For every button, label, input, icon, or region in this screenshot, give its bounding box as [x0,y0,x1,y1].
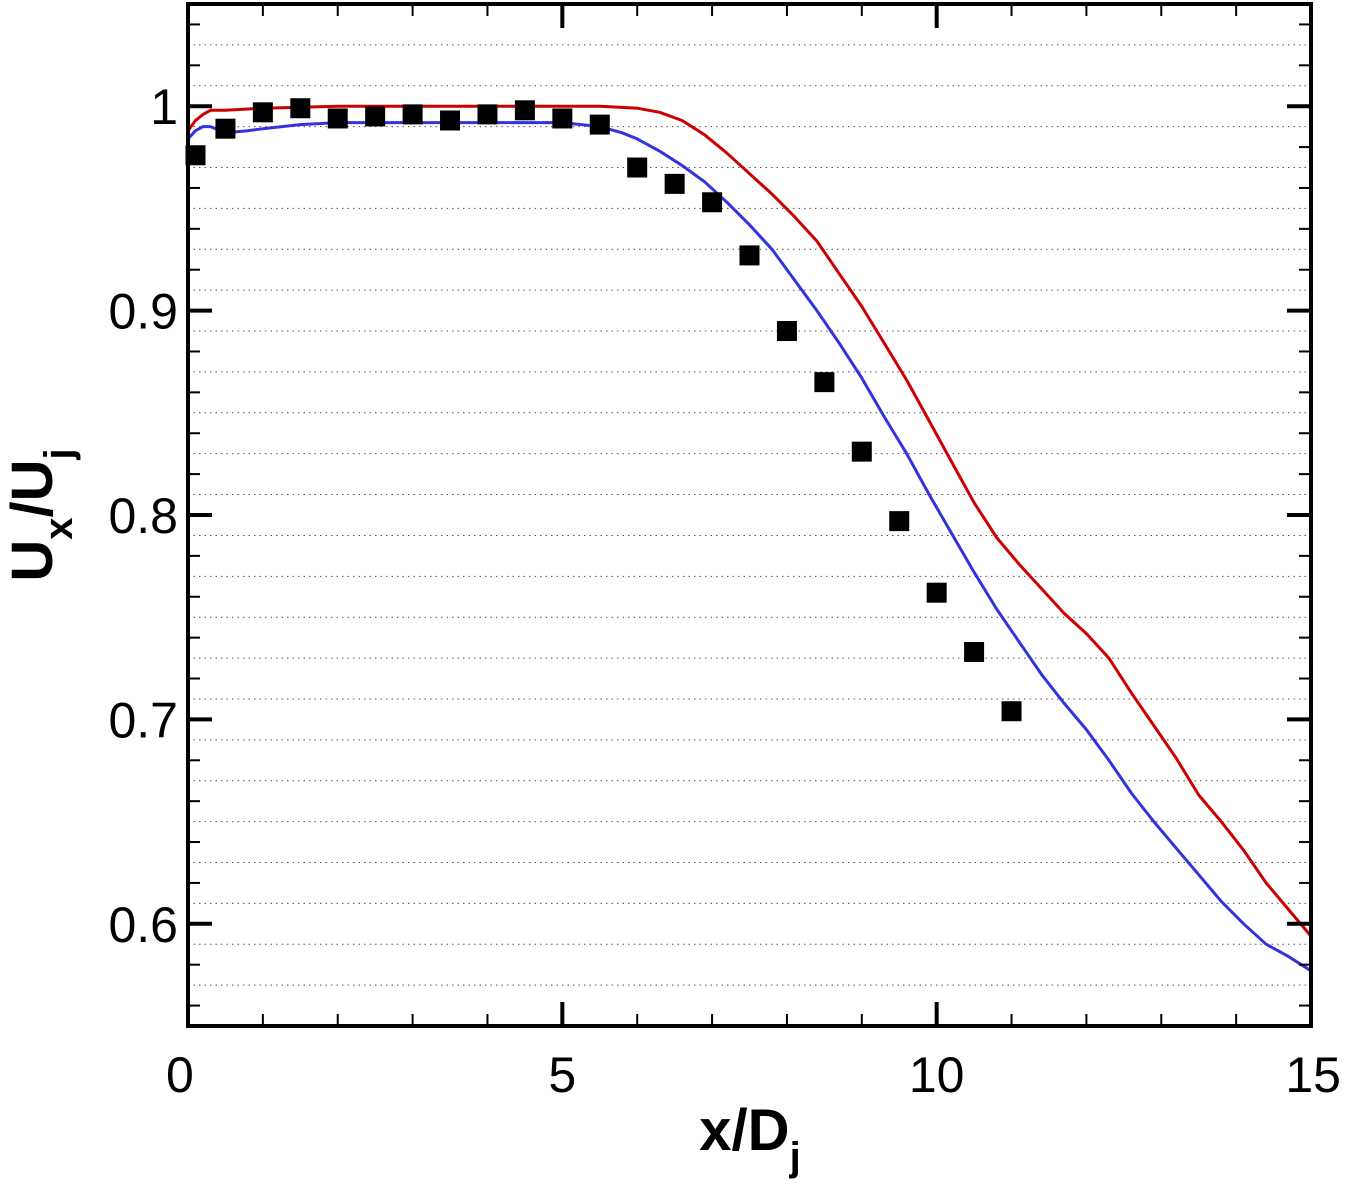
series-line-0 [186,104,1313,938]
data-marker [851,441,872,462]
y-axis-title: Ux/Uj [0,448,81,581]
data-marker [889,511,910,532]
x-tick-label: 5 [548,1047,576,1103]
y-tick-label: 0.8 [108,488,178,544]
data-marker [776,321,797,342]
data-marker [926,582,947,603]
data-marker [290,98,311,119]
plot-frame [186,2,1313,1028]
y-axis-title-sub2: j [37,448,81,460]
x-tick-label: 15 [1285,1047,1341,1103]
data-marker [514,100,535,121]
x-axis-title-main: x/D [699,1098,789,1163]
y-tick-label: 0.7 [108,692,178,748]
data-marker [702,192,723,213]
data-marker [664,173,685,194]
data-marker [964,641,985,662]
data-marker [552,108,573,129]
data-marker [739,245,760,266]
data-marker [365,106,386,127]
series-line-1 [186,121,1312,973]
grid [188,44,1311,986]
data-marker [1001,701,1022,722]
y-axis-title-main2: /U [0,459,65,517]
x-tick-label: 0 [166,1047,194,1103]
axis-ticks: 0.60.70.80.910 5 10 15 [108,4,1341,1103]
data-marker [327,108,348,129]
data-marker [627,157,648,178]
y-axis-title-main1: U [0,540,65,582]
data-marker [440,110,461,131]
data-marker [252,102,273,123]
y-tick-label: 0.6 [108,897,178,953]
data-marker [477,104,498,125]
data-marker [185,145,206,166]
data-marker [589,114,610,135]
y-tick-label: 0.9 [108,284,178,340]
x-axis-title: x/Dj [699,1098,800,1179]
y-tick-label: 1 [150,79,178,135]
y-axis-title-sub1: x [37,517,81,539]
data-marker [814,372,835,393]
data-marker [215,118,236,139]
x-tick-label: 10 [909,1047,965,1103]
data-marker [402,104,423,125]
x-axis-title-sub: j [789,1135,801,1179]
series-group [185,98,1313,973]
